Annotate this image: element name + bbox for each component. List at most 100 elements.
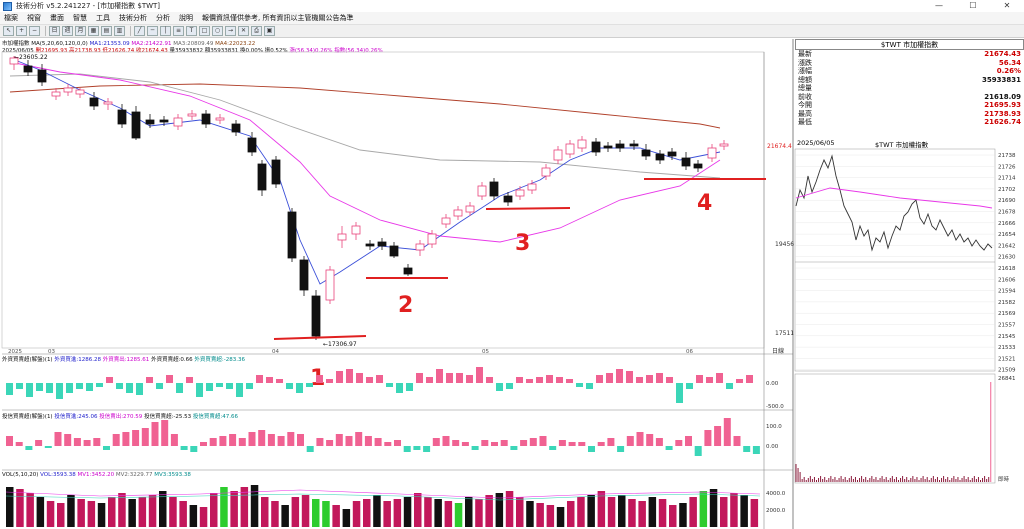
intraday-tick: 21557	[998, 323, 1016, 329]
minimize-button[interactable]: —	[935, 1, 943, 10]
layout-icon[interactable]: ▦	[88, 26, 99, 36]
annotation-number-3: 3	[515, 231, 530, 256]
quote-row-label: 總額	[798, 75, 812, 84]
dealer-bar	[6, 436, 13, 446]
menu-technical[interactable]: 技術分析	[119, 14, 147, 22]
candle-body	[615, 143, 625, 149]
intraday-tick: 21738	[998, 153, 1016, 159]
dealer-bar	[461, 442, 469, 446]
app-icon	[3, 1, 12, 11]
layout3-icon[interactable]: ▥	[114, 26, 125, 36]
current-price-label: 21674.4	[767, 143, 792, 150]
period-week-icon[interactable]: 週	[62, 26, 73, 36]
dealer-bar	[238, 438, 246, 446]
quote-row-value: 21695.93	[984, 101, 1021, 109]
menu-file[interactable]: 檔案	[4, 14, 18, 22]
quote-row: 最高 21738.93	[795, 110, 1024, 119]
intraday-avg-line	[795, 187, 993, 209]
dealer-bar	[481, 440, 489, 446]
period-day-icon[interactable]: 日	[49, 26, 60, 36]
dealer-bar	[267, 434, 275, 446]
ma2-line	[9, 61, 721, 243]
foreign-bar	[96, 383, 103, 387]
volume-bar	[689, 497, 697, 527]
ma-info-line: 市加權指數 MA(5,20,60,120,0,0) MA1:21353.09 M…	[2, 39, 255, 47]
period-month-icon[interactable]: 月	[75, 26, 86, 36]
bottom-price-label: 17511	[775, 330, 794, 337]
menu-window[interactable]: 視窗	[27, 14, 41, 22]
save-icon[interactable]: ▣	[264, 26, 275, 36]
maximize-button[interactable]: ☐	[969, 1, 977, 10]
dealer-panel-label: 投信買賣超(解盤)(1) 投信買進:245.06 投信賣出:270.59 投信買…	[2, 412, 238, 420]
print-icon[interactable]: ⎙	[251, 26, 262, 36]
hline-tool-icon[interactable]: ─	[147, 26, 158, 36]
close-button[interactable]: ✕	[1003, 1, 1011, 10]
volume-mv3: MV3:3593.38	[154, 472, 191, 478]
dealer-bar	[384, 442, 392, 446]
zoom-out-icon[interactable]: −	[29, 26, 40, 36]
text-tool-icon[interactable]: T	[186, 26, 197, 36]
quote-row: 總額 35933831	[795, 76, 1024, 85]
fib-tool-icon[interactable]: ≡	[173, 26, 184, 36]
dealer-bar	[161, 420, 169, 446]
layout2-icon[interactable]: ▤	[101, 26, 112, 36]
candle-body	[311, 295, 321, 337]
menu-tools[interactable]: 工具	[96, 14, 110, 22]
volume-bar	[301, 495, 310, 527]
volume-bar	[342, 509, 351, 527]
dealer-tick-0: 100.0	[766, 424, 782, 430]
foreign-bar	[506, 383, 513, 389]
menu-help[interactable]: 說明	[179, 14, 193, 22]
dealer-bar	[180, 446, 188, 450]
rect-tool-icon[interactable]: □	[199, 26, 210, 36]
volume-bar	[261, 497, 269, 527]
volume-bar	[587, 495, 595, 527]
volume-bar	[403, 497, 412, 527]
dealer-bar	[578, 442, 586, 446]
dealer-bar	[636, 432, 644, 446]
foreign-bar	[46, 383, 53, 393]
dealer-bar	[364, 436, 372, 446]
zoom-in-icon[interactable]: +	[16, 26, 27, 36]
foreign-bar	[646, 375, 653, 383]
dealer-bar	[306, 446, 314, 452]
dealer-tick-1: 0.00	[766, 444, 779, 450]
quote-row-label: 今開	[798, 101, 812, 109]
line-tool-icon[interactable]: ╱	[134, 26, 145, 36]
menu-screen[interactable]: 畫面	[50, 14, 64, 22]
candle-body	[453, 209, 463, 217]
candle-body	[271, 159, 281, 185]
foreign-bar	[166, 375, 173, 383]
volume-title: VOL(5,10,20)	[2, 472, 39, 478]
amplitude-value: 振0.52%	[264, 48, 288, 54]
ellipse-tool-icon[interactable]: ○	[212, 26, 223, 36]
dealer-bar	[141, 428, 149, 446]
quote-row-label: 漲跌	[798, 58, 812, 67]
foreign-bar	[236, 383, 243, 397]
foreign-bar	[656, 373, 663, 383]
volume-bar	[363, 499, 371, 527]
dealer-bar	[723, 418, 731, 446]
dealer-bar	[568, 442, 576, 446]
foreign-tick-1: -500.0	[766, 404, 784, 410]
arrow-tool-icon[interactable]: →	[225, 26, 236, 36]
volume-bar	[393, 499, 402, 527]
foreign-bar	[106, 377, 113, 383]
support-line-3	[485, 207, 571, 210]
annotation-number-2: 2	[398, 293, 413, 318]
pointer-tool-icon[interactable]: ↖	[3, 26, 14, 36]
dealer-net2: 投信買賣超:47.66	[192, 414, 239, 420]
volume-bar	[638, 501, 646, 527]
dealer-bar	[229, 434, 237, 446]
delete-tool-icon[interactable]: ✕	[238, 26, 249, 36]
dealer-bar	[403, 446, 411, 452]
intraday-tick: 21533	[998, 345, 1016, 351]
dealer-bar	[394, 440, 401, 446]
volume-bar	[97, 503, 106, 527]
vline-tool-icon[interactable]: │	[160, 26, 171, 36]
foreign-bar	[666, 377, 673, 383]
menu-smart[interactable]: 智慧	[73, 14, 87, 22]
menu-analysis[interactable]: 分析	[156, 14, 170, 22]
dealer-bar	[25, 446, 33, 450]
